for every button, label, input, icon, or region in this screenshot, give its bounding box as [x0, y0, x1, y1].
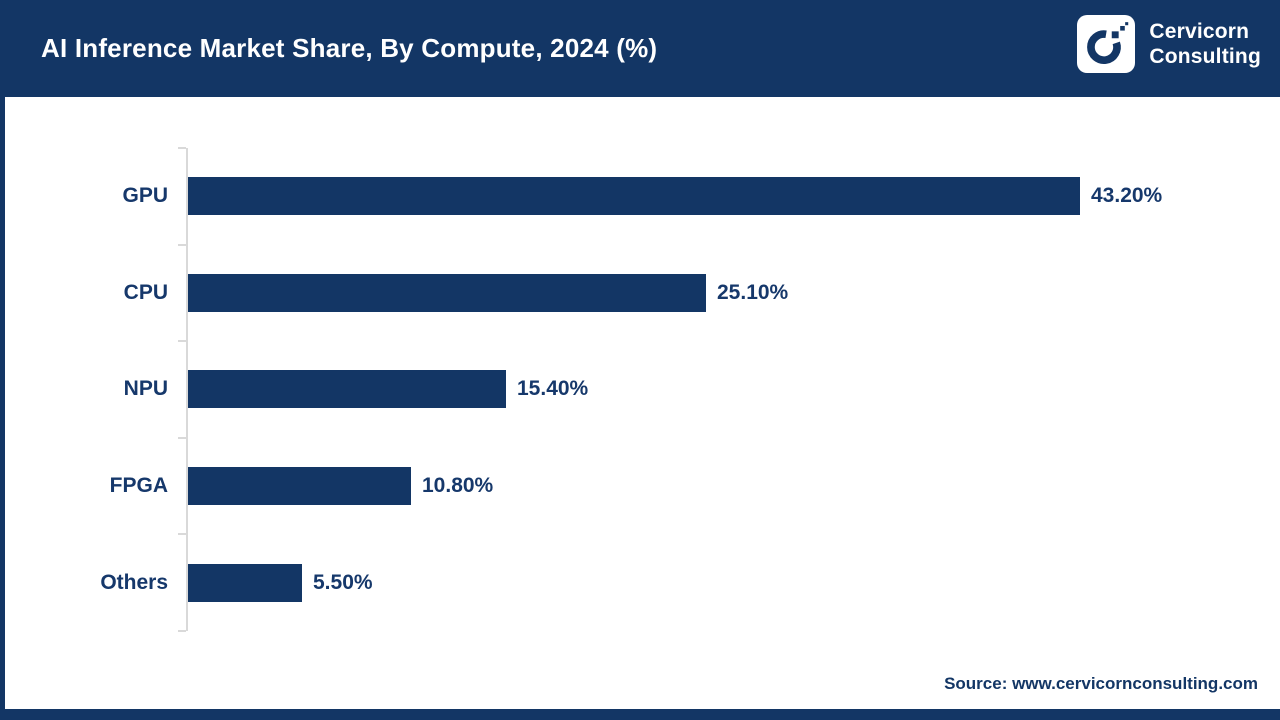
bar-chart: GPU 43.20% CPU 25.10% NPU 15.40% FPGA 10.80% Oth…: [10, 97, 1280, 709]
value-label: 15.40%: [517, 377, 589, 401]
category-label: GPU: [122, 184, 168, 208]
bar: [188, 177, 1080, 216]
y-axis-tick: [178, 147, 186, 149]
category-label: CPU: [123, 280, 168, 304]
bar-row: FPGA 10.80%: [10, 438, 1280, 535]
y-axis-tick: [178, 340, 186, 342]
value-label: 10.80%: [422, 474, 494, 498]
bar-row: NPU 15.40%: [10, 341, 1280, 438]
brand-logo: Cervicorn Consulting: [1077, 15, 1261, 73]
category-label: Others: [100, 570, 168, 594]
brand-name-line2: Consulting: [1149, 45, 1261, 68]
bar-track: 10.80%: [188, 438, 1280, 535]
chart-title: AI Inference Market Share, By Compute, 2…: [41, 33, 658, 63]
bar-row: Others 5.50%: [10, 534, 1280, 631]
header-bar: AI Inference Market Share, By Compute, 2…: [5, 0, 1280, 97]
bar-track: 43.20%: [188, 148, 1280, 245]
category-label: FPGA: [109, 474, 168, 498]
value-label: 43.20%: [1091, 184, 1163, 208]
bar: [188, 467, 411, 506]
y-axis-tick: [178, 630, 186, 632]
bar-track: 25.10%: [188, 245, 1280, 342]
y-axis-tick: [178, 533, 186, 535]
bar: [188, 563, 302, 602]
category-label: NPU: [123, 377, 168, 401]
y-axis-tick: [178, 244, 186, 246]
y-axis-line: [186, 148, 188, 631]
brand-logo-icon: [1077, 15, 1136, 73]
brand-name-line1: Cervicorn: [1149, 20, 1250, 43]
value-label: 5.50%: [313, 570, 373, 594]
bar-rows: GPU 43.20% CPU 25.10% NPU 15.40% FPGA 10.80% Oth…: [10, 148, 1280, 631]
bar: [188, 370, 506, 409]
brand-name: Cervicorn Consulting: [1149, 19, 1261, 69]
bar-row: CPU 25.10%: [10, 245, 1280, 342]
y-axis-tick: [178, 437, 186, 439]
bar-track: 5.50%: [188, 534, 1280, 631]
bar-track: 15.40%: [188, 341, 1280, 438]
bar: [188, 273, 706, 312]
value-label: 25.10%: [717, 280, 789, 304]
bar-row: GPU 43.20%: [10, 148, 1280, 245]
cervicorn-c-mark: [1087, 22, 1129, 64]
source-attribution: Source: www.cervicornconsulting.com: [944, 674, 1258, 693]
